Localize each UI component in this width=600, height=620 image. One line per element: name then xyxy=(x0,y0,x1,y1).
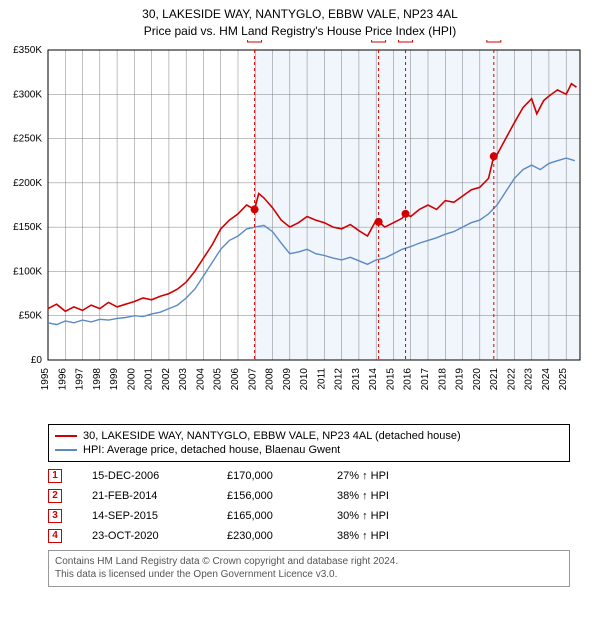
svg-text:£250K: £250K xyxy=(13,133,42,144)
svg-text:2013: 2013 xyxy=(351,367,362,390)
svg-text:2023: 2023 xyxy=(524,367,535,390)
svg-text:1999: 1999 xyxy=(109,367,120,390)
svg-text:2019: 2019 xyxy=(455,367,466,390)
sale-price: £165,000 xyxy=(227,510,307,522)
sales-table: 1 15-DEC-2006 £170,000 27% ↑ HPI 2 21-FEB-201… xyxy=(48,466,570,546)
sale-diff: 38% ↑ HPI xyxy=(337,490,447,502)
svg-text:2022: 2022 xyxy=(506,367,517,390)
legend-item: HPI: Average price, detached house, Blae… xyxy=(55,443,563,457)
sale-diff: 27% ↑ HPI xyxy=(337,470,447,482)
legend-label: HPI: Average price, detached house, Blae… xyxy=(83,444,340,456)
svg-text:2008: 2008 xyxy=(265,367,276,390)
svg-text:1997: 1997 xyxy=(75,367,86,390)
legend-swatch xyxy=(55,449,77,451)
svg-text:3: 3 xyxy=(403,40,409,42)
svg-text:£100K: £100K xyxy=(13,266,42,277)
svg-text:2014: 2014 xyxy=(368,367,379,390)
svg-text:2021: 2021 xyxy=(489,367,500,390)
svg-text:2020: 2020 xyxy=(472,367,483,390)
attribution: Contains HM Land Registry data © Crown c… xyxy=(48,550,570,587)
svg-text:£0: £0 xyxy=(31,355,43,366)
chart-area: £0 £50K £100K £150K £200K £250K £300K £350K 1995… xyxy=(0,40,600,420)
svg-text:2018: 2018 xyxy=(437,367,448,390)
title-line1: 30, LAKESIDE WAY, NANTYGLO, EBBW VALE, N… xyxy=(0,6,600,23)
svg-text:2006: 2006 xyxy=(230,367,241,390)
svg-text:2025: 2025 xyxy=(558,367,569,390)
svg-text:2: 2 xyxy=(376,40,382,42)
legend: 30, LAKESIDE WAY, NANTYGLO, EBBW VALE, N… xyxy=(48,424,570,462)
svg-text:2010: 2010 xyxy=(299,367,310,390)
sale-marker-number: 2 xyxy=(48,489,62,503)
legend-label: 30, LAKESIDE WAY, NANTYGLO, EBBW VALE, N… xyxy=(83,430,461,442)
svg-text:2003: 2003 xyxy=(178,367,189,390)
sale-price: £170,000 xyxy=(227,470,307,482)
sale-marker-number: 1 xyxy=(48,469,62,483)
svg-text:2004: 2004 xyxy=(195,367,206,390)
svg-text:1995: 1995 xyxy=(40,367,51,390)
chart-title: 30, LAKESIDE WAY, NANTYGLO, EBBW VALE, N… xyxy=(0,6,600,40)
sales-row: 2 21-FEB-2014 £156,000 38% ↑ HPI xyxy=(48,486,570,506)
svg-text:£150K: £150K xyxy=(13,222,42,233)
sale-price: £156,000 xyxy=(227,490,307,502)
title-line2: Price paid vs. HM Land Registry's House … xyxy=(0,23,600,40)
sale-marker-number: 3 xyxy=(48,509,62,523)
sale-date: 14-SEP-2015 xyxy=(92,510,197,522)
svg-text:2000: 2000 xyxy=(126,367,137,390)
svg-text:2005: 2005 xyxy=(213,367,224,390)
attribution-line1: Contains HM Land Registry data © Crown c… xyxy=(55,555,563,569)
sales-row: 4 23-OCT-2020 £230,000 38% ↑ HPI xyxy=(48,526,570,546)
svg-text:1998: 1998 xyxy=(92,367,103,390)
svg-text:2017: 2017 xyxy=(420,367,431,390)
svg-text:£350K: £350K xyxy=(13,45,42,56)
svg-text:2007: 2007 xyxy=(247,367,258,390)
sale-date: 15-DEC-2006 xyxy=(92,470,197,482)
svg-text:£50K: £50K xyxy=(19,310,43,321)
svg-text:1: 1 xyxy=(252,40,258,42)
svg-text:1996: 1996 xyxy=(57,367,68,390)
sale-date: 23-OCT-2020 xyxy=(92,530,197,542)
svg-text:2015: 2015 xyxy=(385,367,396,390)
sales-row: 3 14-SEP-2015 £165,000 30% ↑ HPI xyxy=(48,506,570,526)
svg-text:2011: 2011 xyxy=(316,367,327,389)
svg-text:2016: 2016 xyxy=(403,367,414,390)
svg-text:2002: 2002 xyxy=(161,367,172,390)
sales-row: 1 15-DEC-2006 £170,000 27% ↑ HPI xyxy=(48,466,570,486)
sale-marker-number: 4 xyxy=(48,529,62,543)
chart-svg: £0 £50K £100K £150K £200K £250K £300K £350K 1995… xyxy=(0,40,600,420)
svg-text:£200K: £200K xyxy=(13,177,42,188)
sale-diff: 38% ↑ HPI xyxy=(337,530,447,542)
svg-text:£300K: £300K xyxy=(13,89,42,100)
svg-text:2001: 2001 xyxy=(144,367,155,390)
legend-swatch xyxy=(55,435,77,437)
legend-item: 30, LAKESIDE WAY, NANTYGLO, EBBW VALE, N… xyxy=(55,429,563,443)
svg-text:2024: 2024 xyxy=(541,367,552,390)
attribution-line2: This data is licensed under the Open Gov… xyxy=(55,568,563,582)
svg-text:4: 4 xyxy=(491,40,497,42)
sale-price: £230,000 xyxy=(227,530,307,542)
svg-text:2012: 2012 xyxy=(334,367,345,390)
sale-diff: 30% ↑ HPI xyxy=(337,510,447,522)
svg-text:2009: 2009 xyxy=(282,367,293,390)
sale-date: 21-FEB-2014 xyxy=(92,490,197,502)
